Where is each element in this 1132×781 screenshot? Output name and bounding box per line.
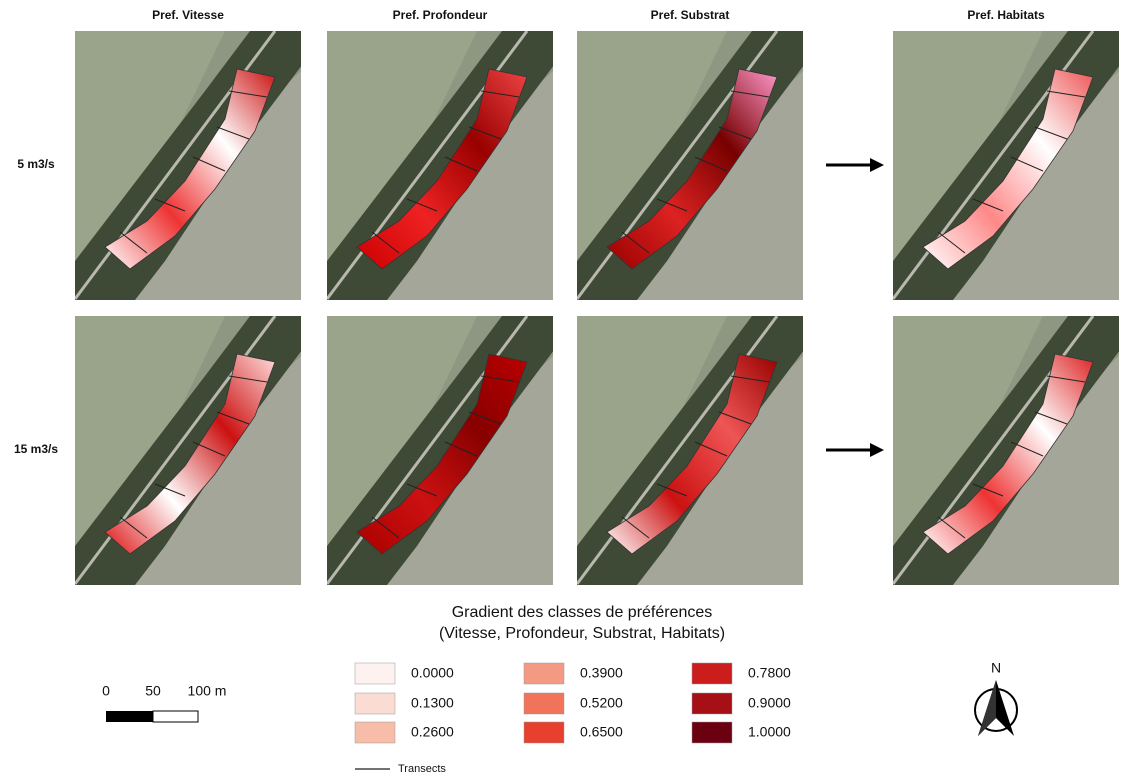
legend-label: 0.2600	[411, 724, 454, 740]
map-panel	[893, 316, 1123, 585]
row-label: 15 m3/s	[14, 442, 58, 456]
legend-label: 0.6500	[580, 724, 623, 740]
column-title: Pref. Profondeur	[393, 8, 488, 22]
north-arrow: N	[975, 660, 1017, 736]
legend-swatch	[692, 693, 732, 714]
scale-bar	[153, 711, 198, 722]
legend-swatch	[692, 722, 732, 743]
legend-label: 0.7800	[748, 665, 791, 681]
scale-label: 50	[145, 683, 161, 699]
legend-title: Gradient des classes de préférences	[452, 604, 713, 621]
legend-label: 1.0000	[748, 724, 791, 740]
column-title: Pref. Habitats	[967, 8, 1045, 22]
map-panel	[893, 31, 1123, 300]
scale-bar	[106, 711, 153, 722]
arrow	[826, 158, 884, 457]
legend-subtitle: (Vitesse, Profondeur, Substrat, Habitats…	[439, 625, 725, 642]
legend-swatch	[524, 722, 564, 743]
scale-label: 0	[102, 683, 110, 699]
legend-swatch	[524, 663, 564, 684]
map-panel	[75, 31, 305, 300]
legend-label: 0.0000	[411, 665, 454, 681]
legend-label: 0.3900	[580, 665, 623, 681]
row-label: 5 m3/s	[17, 157, 55, 171]
column-title: Pref. Vitesse	[152, 8, 224, 22]
scale-label: 100 m	[188, 683, 227, 699]
transect-label: Transects	[398, 763, 446, 775]
legend-swatch	[355, 693, 395, 714]
map-panel	[327, 316, 557, 585]
map-panel	[577, 316, 807, 585]
legend-label: 0.9000	[748, 695, 791, 711]
legend-swatch	[524, 693, 564, 714]
figure: Gradient des classes de préférences (Vit…	[0, 0, 1132, 776]
legend-swatch	[355, 722, 395, 743]
legend-swatch	[355, 663, 395, 684]
map-panel	[75, 316, 305, 585]
map-panel	[327, 31, 557, 300]
legend-label: 0.1300	[411, 695, 454, 711]
map-panel	[577, 31, 807, 300]
legend-label: 0.5200	[580, 695, 623, 711]
column-title: Pref. Substrat	[651, 8, 730, 22]
legend-swatch	[692, 663, 732, 684]
north-label: N	[991, 660, 1001, 676]
